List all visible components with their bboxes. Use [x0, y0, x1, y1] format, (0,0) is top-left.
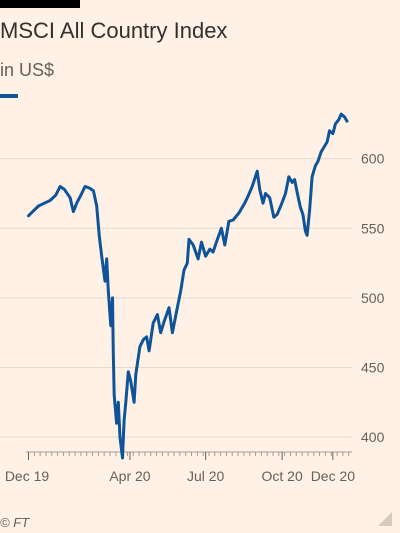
x-tick-label: Dec 20 [311, 468, 356, 484]
source-credit: © FT [0, 515, 30, 530]
y-tick-label: 400 [361, 429, 385, 445]
x-tick-label: Jul 20 [187, 468, 225, 484]
y-tick-label: 550 [361, 220, 385, 236]
y-tick-label: 600 [361, 151, 385, 167]
x-tick-label: Apr 20 [109, 468, 150, 484]
x-tick-label: Dec 19 [5, 468, 50, 484]
x-tick-label: Oct 20 [262, 468, 303, 484]
corner-fold-icon [378, 512, 392, 526]
y-tick-label: 500 [361, 290, 385, 306]
ft-brand-bar [0, 0, 80, 8]
chart-subtitle: in US$ [0, 60, 55, 80]
accent-bar [0, 94, 18, 98]
y-tick-label: 450 [361, 360, 385, 376]
chart-title: MSCI All Country Index [0, 18, 228, 43]
series-line [27, 112, 349, 460]
